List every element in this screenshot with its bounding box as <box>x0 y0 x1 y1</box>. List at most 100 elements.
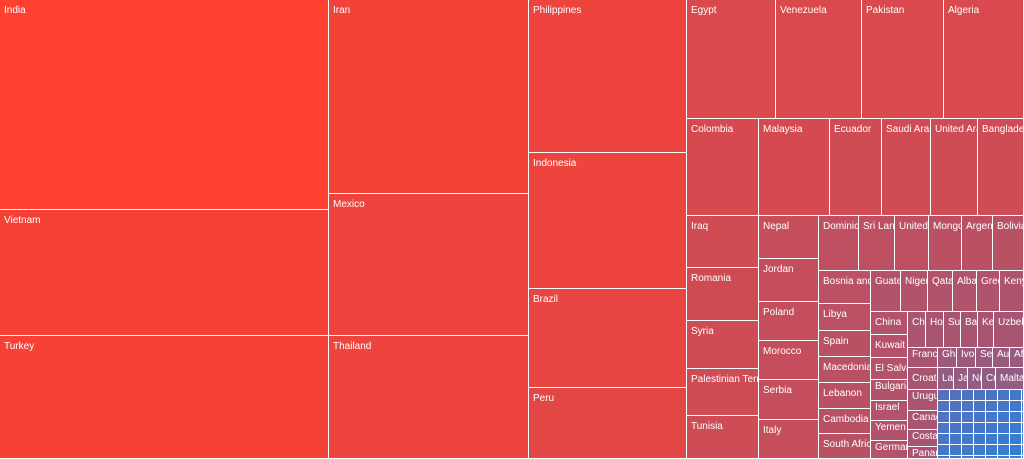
treemap-tile-nepal[interactable]: Nepal <box>759 216 819 259</box>
treemap-tile-small[interactable] <box>950 390 962 401</box>
treemap-tile-greece[interactable]: Greece <box>977 271 1000 312</box>
treemap-tile-malaysia[interactable]: Malaysia <box>759 119 830 216</box>
treemap-tile-india[interactable]: India <box>0 0 329 210</box>
treemap-tile-small[interactable] <box>986 423 998 434</box>
treemap-tile-small[interactable] <box>974 412 986 423</box>
treemap-tile-uzbekistan[interactable]: Uzbekistan <box>994 312 1024 348</box>
treemap-tile-mexico[interactable]: Mexico <box>329 194 529 336</box>
treemap-tile-bosnia-and-herzegovina[interactable]: Bosnia and Herzegovina <box>819 271 871 304</box>
treemap-tile-small[interactable] <box>950 401 962 412</box>
treemap-tile-small[interactable] <box>986 390 998 401</box>
treemap-tile-israel[interactable]: Israel <box>871 401 908 421</box>
treemap-tile-spain[interactable]: Spain <box>819 331 871 357</box>
treemap-tile-vietnam[interactable]: Vietnam <box>0 210 329 336</box>
treemap-tile-cambodia[interactable]: Cambodia <box>819 409 871 434</box>
treemap-tile-macedonia[interactable]: Macedonia <box>819 357 871 383</box>
treemap-tile-small[interactable] <box>938 401 950 412</box>
treemap-tile-el-salvador[interactable]: El Salvador <box>871 358 908 380</box>
treemap-tile-qatar[interactable]: Qatar <box>928 271 953 312</box>
treemap-tile-small[interactable] <box>962 423 974 434</box>
treemap-tile-afghanistan[interactable]: Afghanistan <box>1010 348 1024 368</box>
treemap-tile-small[interactable] <box>950 445 962 456</box>
treemap-tile-small[interactable] <box>986 401 998 412</box>
treemap-tile-ecuador[interactable]: Ecuador <box>830 119 882 216</box>
treemap-tile-small[interactable] <box>1010 412 1022 423</box>
treemap-tile-romania[interactable]: Romania <box>687 268 759 321</box>
treemap-tile-small[interactable] <box>986 445 998 456</box>
treemap-tile-bahrain[interactable]: Bahrain <box>961 312 978 348</box>
treemap-tile-kuwait[interactable]: Kuwait <box>871 335 908 358</box>
treemap-tile-small[interactable] <box>998 445 1010 456</box>
treemap-tile-costa-rica[interactable]: Costa Rica <box>908 430 938 447</box>
treemap-tile-chile[interactable]: Chile <box>908 312 926 348</box>
treemap-tile-small[interactable] <box>950 423 962 434</box>
treemap-tile-panama[interactable]: Panama <box>908 447 938 459</box>
treemap-tile-poland[interactable]: Poland <box>759 302 819 341</box>
treemap-tile-small[interactable] <box>950 412 962 423</box>
treemap-tile-small[interactable] <box>998 434 1010 445</box>
treemap-tile-small[interactable] <box>962 434 974 445</box>
treemap-tile-small[interactable] <box>1010 390 1022 401</box>
treemap-tile-laos[interactable]: Laos <box>938 368 954 390</box>
treemap-tile-small[interactable] <box>974 423 986 434</box>
treemap-tile-small[interactable] <box>962 390 974 401</box>
treemap-tile-bolivia[interactable]: Bolivia <box>993 216 1024 271</box>
treemap-tile-small[interactable] <box>938 434 950 445</box>
treemap-tile-algeria[interactable]: Algeria <box>944 0 1024 119</box>
treemap-tile-sudan[interactable]: Sudan <box>944 312 961 348</box>
treemap-tile-small[interactable] <box>986 412 998 423</box>
treemap-tile-egypt[interactable]: Egypt <box>687 0 776 119</box>
treemap-tile-small[interactable] <box>950 434 962 445</box>
treemap-tile-thailand[interactable]: Thailand <box>329 336 529 459</box>
treemap-tile-kenya[interactable]: Kenya <box>978 312 994 348</box>
treemap-tile-brazil[interactable]: Brazil <box>529 289 687 388</box>
treemap-tile-mongolia[interactable]: Mongolia <box>929 216 962 271</box>
treemap-tile-bulgaria[interactable]: Bulgaria <box>871 380 908 401</box>
treemap-tile-malta[interactable]: Malta <box>996 368 1024 390</box>
treemap-tile-china[interactable]: China <box>871 312 908 335</box>
treemap-tile-iran[interactable]: Iran <box>329 0 529 194</box>
treemap-tile-kenya[interactable]: Kenya <box>1000 271 1024 312</box>
treemap-tile-sri-lanka[interactable]: Sri Lanka <box>859 216 895 271</box>
treemap-tile-australia[interactable]: Australia <box>993 348 1010 368</box>
treemap-tile-jordan[interactable]: Jordan <box>759 259 819 302</box>
treemap-tile-small[interactable] <box>998 412 1010 423</box>
treemap-tile-small[interactable] <box>1010 445 1022 456</box>
treemap-tile-small[interactable] <box>998 401 1010 412</box>
treemap-tile-small[interactable] <box>974 434 986 445</box>
treemap-tile-united-arab-emirates[interactable]: United Arab Emirates <box>931 119 978 216</box>
treemap-tile-small[interactable] <box>938 445 950 456</box>
treemap-tile-dominican-republic[interactable]: Dominican Republic <box>819 216 859 271</box>
treemap-tile-south-africa[interactable]: South Africa <box>819 434 871 459</box>
treemap-tile-small[interactable] <box>974 445 986 456</box>
treemap-tile-colombia[interactable]: Colombia <box>687 119 759 216</box>
treemap-tile-small[interactable] <box>962 401 974 412</box>
treemap-tile-small[interactable] <box>1010 401 1022 412</box>
treemap-tile-syria[interactable]: Syria <box>687 321 759 369</box>
treemap-tile-ghana[interactable]: Ghana <box>938 348 957 368</box>
treemap-tile-ivory-coast[interactable]: Ivory Coast <box>957 348 976 368</box>
treemap-tile-niger[interactable]: Niger <box>901 271 928 312</box>
treemap-tile-germany[interactable]: Germany <box>871 441 908 459</box>
treemap-tile-small[interactable] <box>938 390 950 401</box>
treemap-tile-argentina[interactable]: Argentina <box>962 216 993 271</box>
treemap-tile-serbia[interactable]: Serbia <box>759 380 819 420</box>
treemap-tile-libya[interactable]: Libya <box>819 304 871 331</box>
treemap-tile-small[interactable] <box>1010 423 1022 434</box>
treemap-tile-yemen[interactable]: Yemen <box>871 421 908 441</box>
treemap-tile-morocco[interactable]: Morocco <box>759 341 819 380</box>
treemap-tile-cuba[interactable]: Cuba <box>982 368 996 390</box>
treemap-tile-senegal[interactable]: Senegal <box>976 348 993 368</box>
treemap-tile-turkey[interactable]: Turkey <box>0 336 329 459</box>
treemap-tile-small[interactable] <box>998 390 1010 401</box>
treemap-tile-philippines[interactable]: Philippines <box>529 0 687 153</box>
treemap-tile-small[interactable] <box>938 412 950 423</box>
treemap-tile-italy[interactable]: Italy <box>759 420 819 459</box>
treemap-tile-japan[interactable]: Japan <box>954 368 968 390</box>
treemap-tile-small[interactable] <box>938 423 950 434</box>
treemap-tile-albania[interactable]: Albania <box>953 271 977 312</box>
treemap-tile-small[interactable] <box>962 445 974 456</box>
treemap-tile-nigeria[interactable]: Nigeria <box>968 368 982 390</box>
treemap-tile-small[interactable] <box>998 423 1010 434</box>
treemap-tile-bangladesh[interactable]: Bangladesh <box>978 119 1024 216</box>
